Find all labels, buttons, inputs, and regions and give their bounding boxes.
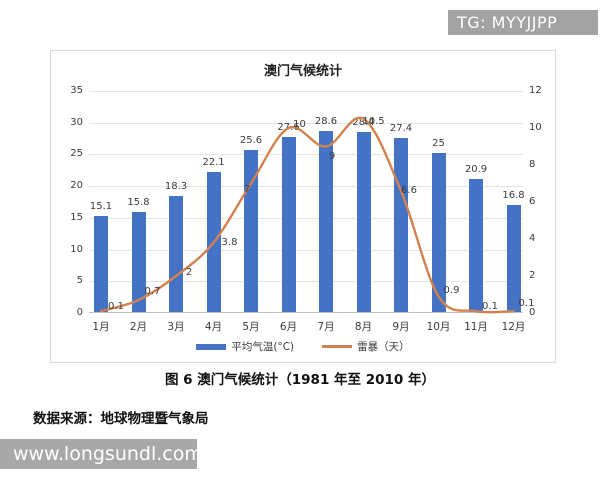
right-axis-tick: 8: [529, 159, 536, 170]
x-axis-label: 11月: [464, 321, 488, 333]
right-axis-tick: 10: [529, 122, 542, 133]
line-value-label: 10: [293, 119, 306, 130]
gridline: [89, 250, 523, 251]
legend: 平均气温(°C) 雷暴（天）: [51, 339, 555, 354]
left-axis-tick: 20: [70, 180, 83, 192]
bar-value-label: 28.6: [314, 115, 338, 127]
data-source: 数据来源：地球物理暨气象局: [33, 411, 209, 427]
right-axis-tick: 2: [529, 270, 536, 281]
left-axis-tick: 5: [76, 275, 83, 287]
left-axis-tick: 35: [70, 85, 83, 96]
line-value-label: 0.1: [108, 301, 124, 313]
legend-bar-label: 平均气温(°C): [231, 341, 295, 353]
temp-bar: [94, 216, 108, 312]
left-axis-tick: 30: [70, 116, 83, 128]
x-axis-label: 1月: [92, 321, 110, 333]
gridline: [89, 154, 523, 155]
temp-bar: [319, 130, 333, 312]
bar-value-label: 20.9: [464, 164, 488, 176]
gridline: [89, 186, 523, 187]
telegram-badge: TG: MYYJJPP: [448, 10, 598, 35]
thunderstorm-line: [99, 116, 515, 314]
chart-title: 澳门气候统计: [263, 64, 342, 79]
line-value-label: 0.1: [482, 301, 498, 313]
bar-value-label: 15.1: [89, 201, 113, 213]
x-axis-labels: 1月 2月 3月 4月 5月 6月 7月 8月 9月 10月 11月 12月: [51, 51, 555, 362]
thunderstorm-line-layer: [99, 116, 515, 314]
chart-container: 澳门气候统计 15.1 15.8 18.3 22.1 25.6 27.6 28.6 28.4 2…: [50, 50, 556, 363]
bar-value-label: 22.1: [202, 156, 225, 168]
gridline: [89, 91, 523, 92]
x-axis-label: 6月: [279, 321, 298, 333]
line-value-label: 6.6: [401, 184, 417, 196]
x-axis-line: [89, 312, 523, 313]
plot-area: 15.1 15.8 18.3 22.1 25.6 27.6 28.6 28.4 27.4 25 20…: [89, 91, 534, 314]
line-value-label: 0.9: [443, 285, 460, 297]
line-value-label: 9: [328, 150, 336, 162]
x-axis-label: 12月: [501, 321, 526, 333]
temp-bar: [356, 131, 371, 312]
gridline: [89, 218, 523, 219]
x-axis-label: 7月: [317, 321, 335, 333]
line-value-label: 3.8: [221, 236, 238, 248]
axis-ticks: 0 5 10 15 20 25 30 35 0 2 4 6 8 10 12: [51, 51, 555, 362]
bar-value-label: 25.6: [239, 134, 263, 146]
line-value-label: 7: [243, 183, 251, 195]
x-axis-label: 2月: [129, 321, 148, 333]
bar-swatch-icon: [196, 343, 227, 350]
temp-bar: [169, 195, 183, 312]
legend-item-temperature: 平均气温(°C): [196, 339, 294, 354]
figure-caption: 图 6 澳门气候统计（1981 年至 2010 年）: [164, 372, 436, 388]
watermark: www.longsundl.com: [0, 439, 203, 469]
left-axis-tick: 0: [76, 307, 83, 318]
bar-value-label: 15.8: [127, 196, 150, 208]
temp-bar: [431, 153, 446, 312]
line-swatch-icon: [322, 345, 353, 348]
legend-line-label: 雷暴（天）: [357, 341, 410, 353]
left-axis-tick: 25: [70, 148, 83, 160]
bar-value-label: 27.4: [389, 123, 413, 135]
temp-bar: [506, 205, 521, 312]
legend-item-thunderstorm: 雷暴（天）: [322, 339, 410, 354]
bar-value-label: 16.8: [502, 190, 525, 202]
x-axis-label: 9月: [392, 321, 410, 333]
right-axis-tick: 6: [529, 196, 536, 207]
gridline: [89, 123, 523, 124]
temp-bar: [131, 211, 146, 312]
bar-value-label: 25: [432, 138, 445, 150]
line-value-label: 0.7: [144, 286, 161, 298]
temp-bar: [281, 136, 296, 312]
temp-bar: [469, 179, 483, 312]
x-axis-label: 3月: [167, 321, 185, 333]
left-axis-tick: 15: [70, 211, 83, 223]
line-value-label: 10.5: [362, 115, 385, 127]
bar-value-label: 18.3: [164, 180, 188, 192]
x-axis-label: 8月: [354, 321, 373, 333]
gridline: [89, 281, 523, 282]
right-axis-tick: 4: [529, 233, 536, 244]
right-axis-tick: 12: [529, 85, 542, 96]
right-axis-tick: 0: [529, 307, 536, 318]
bar-value-label: 28.4: [352, 116, 375, 128]
x-axis-label: 5月: [242, 321, 260, 333]
x-axis-label: 4月: [204, 321, 223, 333]
x-axis-label: 10月: [426, 321, 451, 333]
left-axis-tick: 10: [70, 243, 83, 255]
line-value-label: 2: [185, 267, 193, 278]
line-value-label: 0.1: [518, 298, 535, 310]
